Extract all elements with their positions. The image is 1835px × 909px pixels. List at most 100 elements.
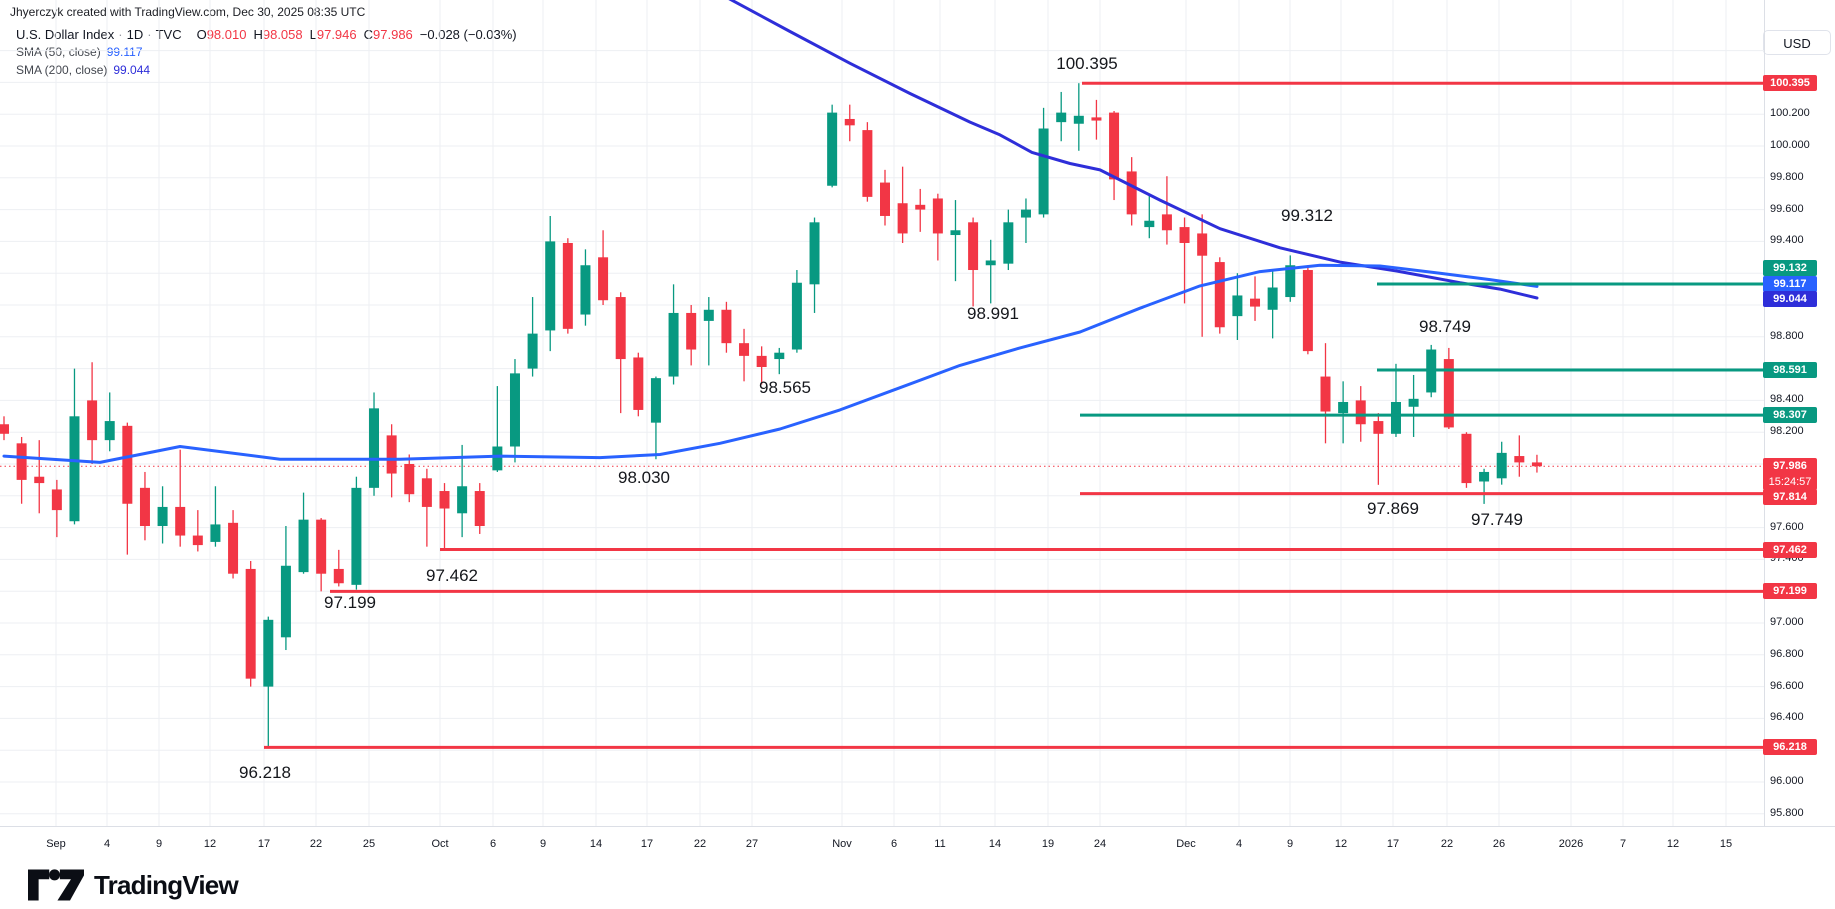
candle-body bbox=[1003, 222, 1014, 264]
candle-body bbox=[157, 506, 168, 527]
currency-button[interactable]: USD bbox=[1763, 30, 1831, 55]
candle-body bbox=[580, 265, 591, 315]
candle-body bbox=[985, 260, 996, 266]
candle-body bbox=[1496, 452, 1507, 479]
candle-body bbox=[1302, 270, 1313, 352]
tradingview-logo[interactable]: TradingView bbox=[28, 868, 239, 902]
legend-sma200-row[interactable]: SMA (200, close) 99.044 bbox=[16, 63, 517, 78]
candle-body bbox=[316, 519, 327, 574]
sma-200-line bbox=[728, 0, 1539, 300]
ohlc-values: O98.010 H98.058 L97.946 C97.986 −0.028 (−0.0… bbox=[190, 27, 517, 42]
candle-body bbox=[457, 486, 468, 514]
candle-body bbox=[1267, 287, 1278, 310]
candle-body bbox=[1443, 359, 1454, 428]
candle-body bbox=[122, 425, 133, 504]
close-value: 97.986 bbox=[373, 27, 413, 42]
candle-body bbox=[1531, 462, 1542, 467]
sma200-value: 99.044 bbox=[113, 63, 151, 77]
legend-symbol-row[interactable]: U.S. Dollar Index · 1D · TVC O98.010 H98.058 L9… bbox=[16, 27, 517, 42]
candle-body bbox=[351, 487, 362, 585]
candle-body bbox=[545, 241, 556, 331]
candle-body bbox=[562, 242, 573, 329]
candle-body bbox=[1338, 401, 1349, 414]
candle-body bbox=[333, 568, 344, 584]
candle-body bbox=[175, 506, 186, 536]
candle-body bbox=[1373, 421, 1384, 434]
low-value: 97.946 bbox=[316, 27, 357, 42]
candle-body bbox=[932, 198, 943, 234]
candle-body bbox=[633, 357, 644, 410]
candle-body bbox=[844, 118, 855, 126]
candle-body bbox=[827, 112, 838, 186]
candle-body bbox=[280, 565, 291, 638]
candle-body bbox=[439, 491, 450, 509]
candle-body bbox=[263, 619, 274, 687]
candle-body bbox=[1320, 376, 1331, 412]
legend: U.S. Dollar Index · 1D · TVC O98.010 H98.058 L9… bbox=[16, 27, 517, 78]
candle-body bbox=[228, 522, 239, 574]
candle-body bbox=[703, 309, 714, 321]
exchange-label: TVC bbox=[155, 27, 182, 42]
candle-body bbox=[880, 182, 890, 216]
candle-body bbox=[1214, 262, 1225, 328]
open-value: 98.010 bbox=[206, 27, 247, 42]
separator-dot: · bbox=[118, 27, 123, 42]
tradingview-logo-text: TradingView bbox=[94, 869, 239, 900]
candle-body bbox=[756, 355, 767, 368]
candle-body bbox=[1408, 398, 1419, 407]
candle-body bbox=[492, 446, 503, 471]
candle-body bbox=[897, 203, 908, 234]
candle-body bbox=[210, 524, 221, 542]
legend-sma50-row[interactable]: SMA (50, close) 99.117 bbox=[16, 45, 517, 60]
candle-body bbox=[809, 222, 820, 285]
candle-body bbox=[192, 535, 203, 546]
candle-body bbox=[1109, 112, 1120, 180]
candle-body bbox=[474, 491, 485, 527]
candle-body bbox=[1197, 233, 1208, 256]
candle-body bbox=[1144, 220, 1155, 228]
candle-body bbox=[1355, 400, 1366, 425]
candle-body bbox=[1179, 227, 1190, 243]
candle-body bbox=[1250, 298, 1261, 307]
candle-body bbox=[0, 424, 9, 434]
candle-body bbox=[69, 416, 80, 522]
interval-label: 1D bbox=[126, 27, 144, 42]
candle-body bbox=[739, 343, 750, 356]
low-label: L bbox=[309, 27, 317, 42]
candle-body bbox=[1091, 117, 1102, 121]
candle-body bbox=[1020, 209, 1031, 218]
symbol-name: U.S. Dollar Index bbox=[16, 27, 115, 42]
candle-body bbox=[721, 309, 732, 344]
candle-body bbox=[34, 476, 45, 484]
tradingview-logo-icon bbox=[28, 869, 84, 901]
candle-body bbox=[774, 352, 785, 360]
candle-body bbox=[1232, 295, 1243, 317]
candle-body bbox=[51, 489, 62, 511]
candle-body bbox=[1461, 433, 1472, 484]
candle-body bbox=[87, 400, 98, 441]
candle-body bbox=[527, 333, 538, 369]
close-label: C bbox=[363, 27, 374, 42]
candle-body bbox=[104, 421, 115, 441]
candle-body bbox=[404, 464, 415, 495]
candle-body bbox=[1161, 214, 1172, 231]
candle-body bbox=[1390, 401, 1401, 434]
candle-body bbox=[245, 568, 256, 679]
sma50-value: 99.117 bbox=[106, 45, 143, 59]
candle-body bbox=[369, 408, 380, 488]
candle-body bbox=[968, 222, 979, 271]
candle-body bbox=[950, 230, 961, 236]
candle-body bbox=[1514, 456, 1525, 463]
high-label: H bbox=[253, 27, 263, 42]
candle-body bbox=[298, 519, 309, 573]
candle-body bbox=[1285, 265, 1296, 298]
candle-body bbox=[686, 312, 697, 350]
candle-body bbox=[1479, 471, 1490, 482]
candle-body bbox=[421, 478, 432, 507]
attribution-text: Jhyerczyk created with TradingView.com, … bbox=[10, 5, 366, 19]
candle-body bbox=[1038, 128, 1049, 215]
candle-body bbox=[668, 312, 679, 377]
sma50-label: SMA (50, close) bbox=[16, 45, 101, 59]
